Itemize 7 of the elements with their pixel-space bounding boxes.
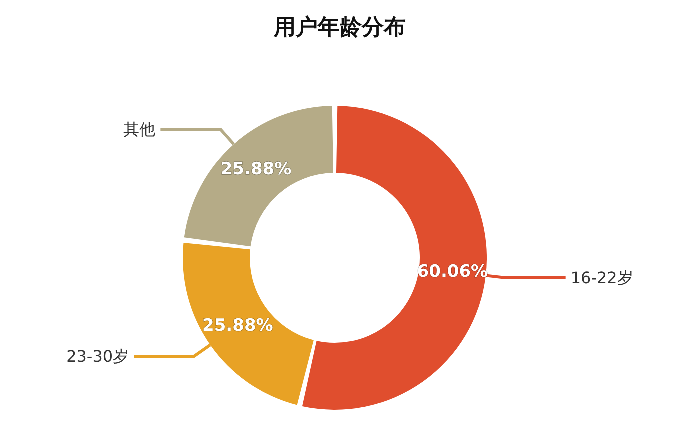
slice-label: 其他 (124, 120, 156, 139)
data-label: 25.88% (202, 316, 274, 336)
slice-label: 16-22岁 (570, 268, 634, 288)
chart-title: 用户年龄分布 (273, 14, 406, 40)
data-label: 25.88% (220, 159, 292, 180)
data-label: 60.06% (417, 262, 488, 282)
slice-label: 23-30岁 (66, 347, 130, 366)
